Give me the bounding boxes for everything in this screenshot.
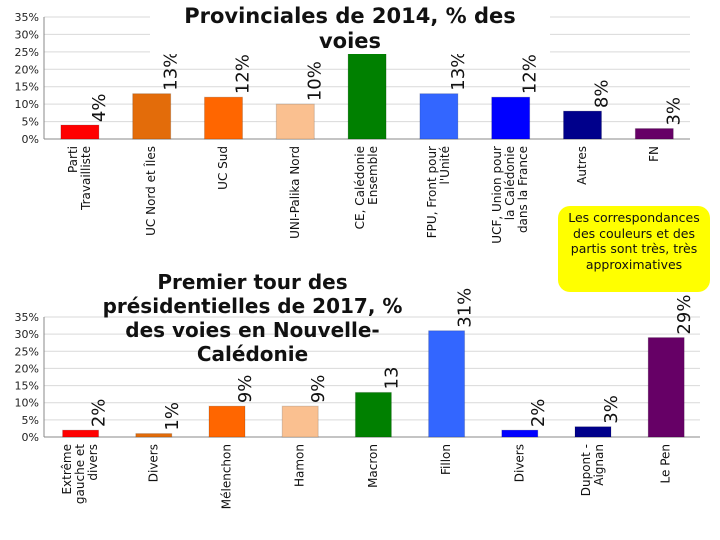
- provinciales-category-label-3: UC Sud: [216, 146, 230, 190]
- presidentielles-y-tick-label: 30%: [15, 328, 39, 341]
- presidentielles-value-label-2: 1%: [162, 402, 183, 431]
- provinciales-bar-7: [491, 96, 531, 140]
- presidentielles-y-tick-label: 35%: [15, 311, 39, 324]
- provinciales-y-tick-label: 0%: [22, 133, 39, 146]
- provinciales-bar-8: [563, 110, 602, 140]
- presidentielles-y-tick-label: 0%: [22, 431, 39, 444]
- presidentielles-bar-7: [501, 429, 539, 438]
- presidentielles-bar-8: [574, 426, 612, 438]
- provinciales-category-label-4: UNI-Palika Nord: [288, 146, 302, 239]
- presidentielles-value-label-3: 9%: [235, 375, 256, 404]
- provinciales-value-label-1: 4%: [89, 93, 110, 122]
- provinciales-category-label-8: Autres: [575, 146, 589, 185]
- provinciales-value-label-6: 13%: [448, 51, 469, 91]
- presidentielles-category-label-1: Extrêmegauche etdivers: [60, 444, 100, 504]
- presidentielles-value-label-1: 2%: [89, 399, 110, 428]
- provinciales-value-label-7: 12%: [520, 54, 541, 94]
- presidentielles-bar-4: [281, 405, 319, 438]
- presidentielles-category-label-3: Mélenchon: [220, 444, 234, 509]
- presidentielles-category-label-5: Macron: [366, 444, 380, 488]
- presidentielles-y-tick-label: 15%: [15, 380, 39, 393]
- provinciales-bar-9: [634, 128, 674, 140]
- presidentielles-value-label-8: 3%: [601, 395, 622, 424]
- presidentielles-bar-5: [354, 391, 392, 438]
- presidentielles-category-label-6: Fillon: [439, 444, 453, 475]
- provinciales-bar-6: [419, 93, 459, 140]
- provinciales-bar-1: [60, 124, 100, 140]
- provinciales-value-label-2: 13%: [161, 51, 182, 91]
- provinciales-y-tick-label: 5%: [22, 116, 39, 129]
- provinciales-value-label-8: 8%: [592, 80, 613, 109]
- provinciales-y-tick-label: 10%: [15, 98, 39, 111]
- presidentielles-y-tick-label: 5%: [22, 414, 39, 427]
- presidentielles-bar-3: [208, 405, 246, 438]
- presidentielles-y-tick-label: 25%: [15, 345, 39, 358]
- provinciales-category-label-1: PartiTravailliste: [66, 146, 93, 211]
- chart-title-provinciales-2014: Provinciales de 2014, % des voies: [150, 4, 550, 55]
- presidentielles-y-tick-label: 10%: [15, 397, 39, 410]
- provinciales-bar-5: [347, 47, 387, 140]
- provinciales-y-tick-label: 30%: [15, 28, 39, 41]
- provinciales-category-label-2: UC Nord et Îles: [143, 146, 158, 236]
- presidentielles-bar-2: [135, 433, 173, 438]
- presidentielles-y-tick-label: 20%: [15, 362, 39, 375]
- presidentielles-bar-1: [62, 429, 100, 438]
- presidentielles-category-label-4: Hamon: [293, 444, 307, 487]
- provinciales-category-label-5: CE, CalédonieEnsemble: [353, 146, 380, 229]
- provinciales-bar-4: [275, 103, 315, 140]
- provinciales-y-tick-label: 15%: [15, 81, 39, 94]
- provinciales-category-label-9: FN: [647, 146, 661, 162]
- presidentielles-value-label-9: 29%: [674, 295, 695, 335]
- provinciales-y-tick-label: 25%: [15, 46, 39, 59]
- presidentielles-category-label-8: Dupont -Aignan: [579, 444, 606, 496]
- provinciales-value-label-3: 12%: [233, 54, 254, 94]
- presidentielles-category-label-7: Divers: [512, 444, 526, 482]
- provinciales-category-label-7: UCF, Union pourla Calédoniedans la Franc…: [490, 146, 530, 244]
- presidentielles-bar-9: [647, 337, 685, 438]
- provinciales-y-tick-label: 20%: [15, 63, 39, 76]
- presidentielles-value-label-5: 13: [381, 367, 402, 390]
- provinciales-value-label-9: 3%: [663, 97, 684, 126]
- chart-title-presidentielles-2017: Premier tour des présidentielles de 2017…: [102, 270, 403, 366]
- presidentielles-value-label-7: 2%: [528, 399, 549, 428]
- provinciales-bar-2: [132, 93, 172, 140]
- presidentielles-category-label-9: Le Pen: [659, 444, 673, 483]
- presidentielles-category-label-2: Divers: [146, 444, 160, 482]
- presidentielles-value-label-6: 31%: [455, 288, 476, 328]
- provinciales-category-label-6: FPU, Front pourl'Unité: [425, 146, 452, 238]
- presidentielles-value-label-4: 9%: [308, 375, 329, 404]
- color-disclaimer-note: Les correspondances des couleurs et des …: [558, 206, 710, 292]
- provinciales-value-label-4: 10%: [304, 61, 325, 101]
- provinciales-y-tick-label: 35%: [15, 11, 39, 24]
- presidentielles-bar-6: [428, 330, 466, 438]
- provinciales-bar-3: [204, 96, 243, 140]
